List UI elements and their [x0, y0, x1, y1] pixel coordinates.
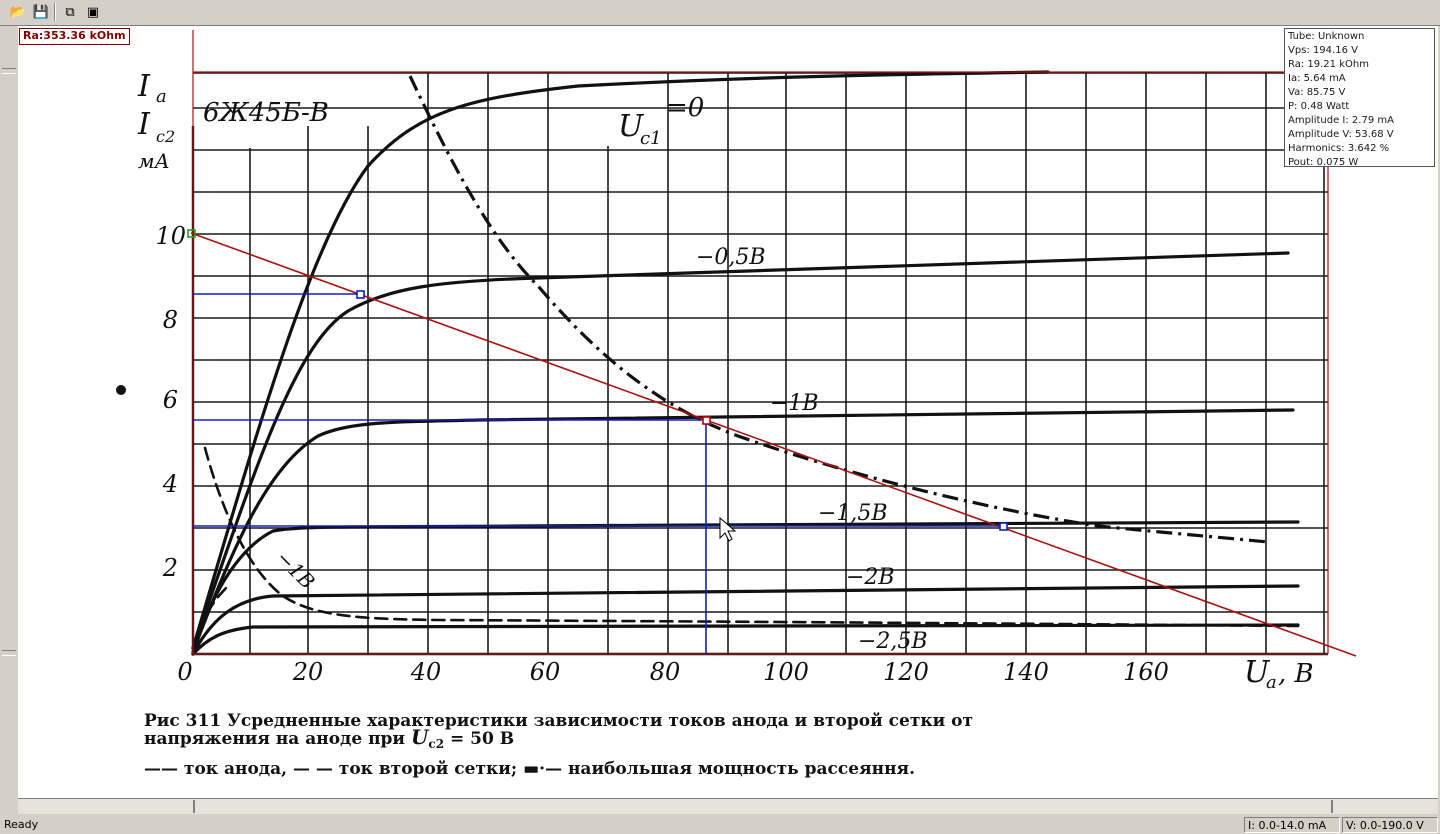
copy-icon: ⧉: [65, 4, 75, 20]
status-current-range: I: 0.0-14.0 mA: [1244, 817, 1340, 833]
mouse-cursor-icon: [719, 516, 737, 542]
max-swing-marker[interactable]: [356, 290, 365, 299]
horizontal-ruler[interactable]: [18, 798, 1438, 814]
x-tick-label: 60: [530, 658, 561, 686]
ruler-knob-left[interactable]: [193, 800, 195, 813]
overlay-frame: [192, 30, 1329, 655]
info-power: P: 0.48 Watt: [1288, 101, 1350, 112]
curve-labels: U c1 =0 −0,5В −1В −1,5В −2В −2,5В −1В: [272, 93, 928, 654]
label-uc1-0: U c1 =0: [618, 93, 704, 149]
floppy-disk-icon: 💾: [32, 4, 50, 20]
toolbar: 📂 💾 ⧉ ▣: [0, 0, 1440, 26]
svg-text:U: U: [1244, 655, 1271, 690]
svg-text:c1: c1: [640, 128, 662, 149]
y-tick-labels: 10 8 6 4 2: [155, 222, 186, 582]
ra-readout: Ra:353.36 kOhm: [19, 28, 130, 45]
toolbar-separator: [54, 3, 56, 21]
status-ready: Ready: [4, 818, 39, 831]
info-ra: Ra: 19.21 kOhm: [1288, 59, 1369, 70]
label-minus-1: −1В: [770, 391, 819, 416]
load-line-endpoint-marker[interactable]: [187, 229, 196, 238]
folder-open-icon: 📂: [9, 4, 27, 20]
screen-current-curves: [191, 446, 1300, 650]
svg-text:=0: =0: [666, 93, 704, 123]
label-minus-25: −2,5В: [858, 629, 928, 654]
info-harmonics: Harmonics: 3.642 %: [1288, 143, 1390, 154]
plot-canvas[interactable]: I a I c2 мА 6Ж45Б-В 10 8 6 4 2 0 20 40 6…: [18, 26, 1438, 798]
label-screen-minus-1: −1В: [272, 546, 320, 594]
tube-type-label: 6Ж45Б-В: [203, 98, 329, 128]
screen-curve-rising: [191, 584, 230, 650]
svg-text:, В: , В: [1278, 659, 1314, 689]
y-axis-title: I a I c2 мА: [137, 69, 175, 173]
scanned-axes: [191, 126, 1328, 656]
save-button[interactable]: 💾: [31, 3, 51, 21]
operating-guides: [193, 293, 1004, 654]
info-tube: Tube: Unknown: [1288, 31, 1365, 42]
y-tick-label: 2: [162, 554, 178, 582]
svg-text:U: U: [618, 109, 645, 144]
x-tick-label: 40: [410, 658, 442, 686]
svg-text:c2: c2: [156, 127, 175, 146]
window-button[interactable]: ▣: [83, 3, 103, 21]
x-tick-labels: 0 20 40 60 80 100 120 140 160: [177, 658, 1169, 686]
y-tick-label: 4: [162, 470, 178, 498]
curve-uc1-minus-25: [191, 623, 1300, 656]
x-tick-label: 140: [1003, 658, 1049, 686]
screen-curve-left: [203, 446, 1300, 628]
max-dissipation-curve: [408, 75, 1269, 544]
scanned-plot: I a I c2 мА 6Ж45Б-В 10 8 6 4 2 0 20 40 6…: [116, 30, 1357, 779]
svg-text:Рис 311 Усредненные характер: Рис 311 Усредненные характеристики завис…: [144, 711, 973, 731]
x-tick-label: 80: [650, 658, 681, 686]
x-tick-label: 100: [763, 658, 809, 686]
info-ia: Ia: 5.64 mA: [1288, 73, 1346, 84]
svg-text:a: a: [156, 86, 167, 107]
svg-text:I: I: [137, 69, 151, 104]
info-amplitude-current: Amplitude I: 2.79 mA: [1288, 115, 1394, 126]
label-minus-2: −2В: [846, 565, 895, 590]
left-ruler: [0, 26, 18, 798]
status-bar: Ready I: 0.0-14.0 mA V: 0.0-190.0 V: [0, 816, 1440, 834]
svg-text:напряжения на аноде при Uc2 =: напряжения на аноде при Uc2 = 50 В: [144, 725, 514, 751]
info-panel: Tube: Unknown Vps: 194.16 V Ra: 19.21 kO…: [1284, 28, 1435, 168]
anode-curves: [191, 70, 1300, 656]
x-tick-label: 160: [1123, 658, 1169, 686]
x-tick-label: 120: [883, 658, 929, 686]
y-tick-label: 10: [155, 222, 186, 250]
svg-text:—— ток анода, — — ток второй с: —— ток анода, — — ток второй сетки; ▬·— …: [144, 759, 915, 779]
y-tick-label: 6: [163, 386, 178, 414]
label-minus-15: −1,5В: [818, 501, 888, 526]
figure-caption: Рис 311 Усредненные характеристики завис…: [144, 711, 973, 779]
curve-uc1-minus-2: [191, 584, 1300, 656]
quiescent-point-marker[interactable]: [702, 416, 711, 425]
ruler-mark-bottom: [2, 650, 16, 656]
x-tick-label: 20: [292, 658, 324, 686]
y-tick-label: 8: [163, 306, 178, 334]
open-button[interactable]: 📂: [8, 3, 28, 21]
x-tick-label: 0: [177, 658, 192, 686]
min-swing-marker[interactable]: [999, 522, 1008, 531]
ruler-mark-top: [2, 68, 16, 74]
plot-grid: [193, 72, 1328, 654]
load-line: [190, 232, 1357, 657]
ruler-knob-right[interactable]: [1331, 800, 1333, 813]
x-axis-title: U a , В: [1244, 655, 1314, 693]
scan-speck: [116, 385, 126, 395]
window-icon: ▣: [86, 4, 100, 20]
info-va: Va: 85.75 V: [1288, 87, 1346, 98]
curve-uc1-0: [191, 70, 1050, 650]
status-voltage-range: V: 0.0-190.0 V: [1342, 817, 1438, 833]
svg-text:a: a: [1266, 672, 1277, 693]
label-minus-05: −0,5В: [696, 245, 766, 270]
info-amplitude-voltage: Amplitude V: 53.68 V: [1288, 129, 1394, 140]
svg-text:I: I: [137, 107, 151, 142]
info-pout: Pout: 0.075 W: [1288, 157, 1359, 168]
copy-button[interactable]: ⧉: [60, 3, 80, 21]
svg-text:мА: мА: [138, 149, 170, 173]
info-vps: Vps: 194.16 V: [1288, 45, 1358, 56]
